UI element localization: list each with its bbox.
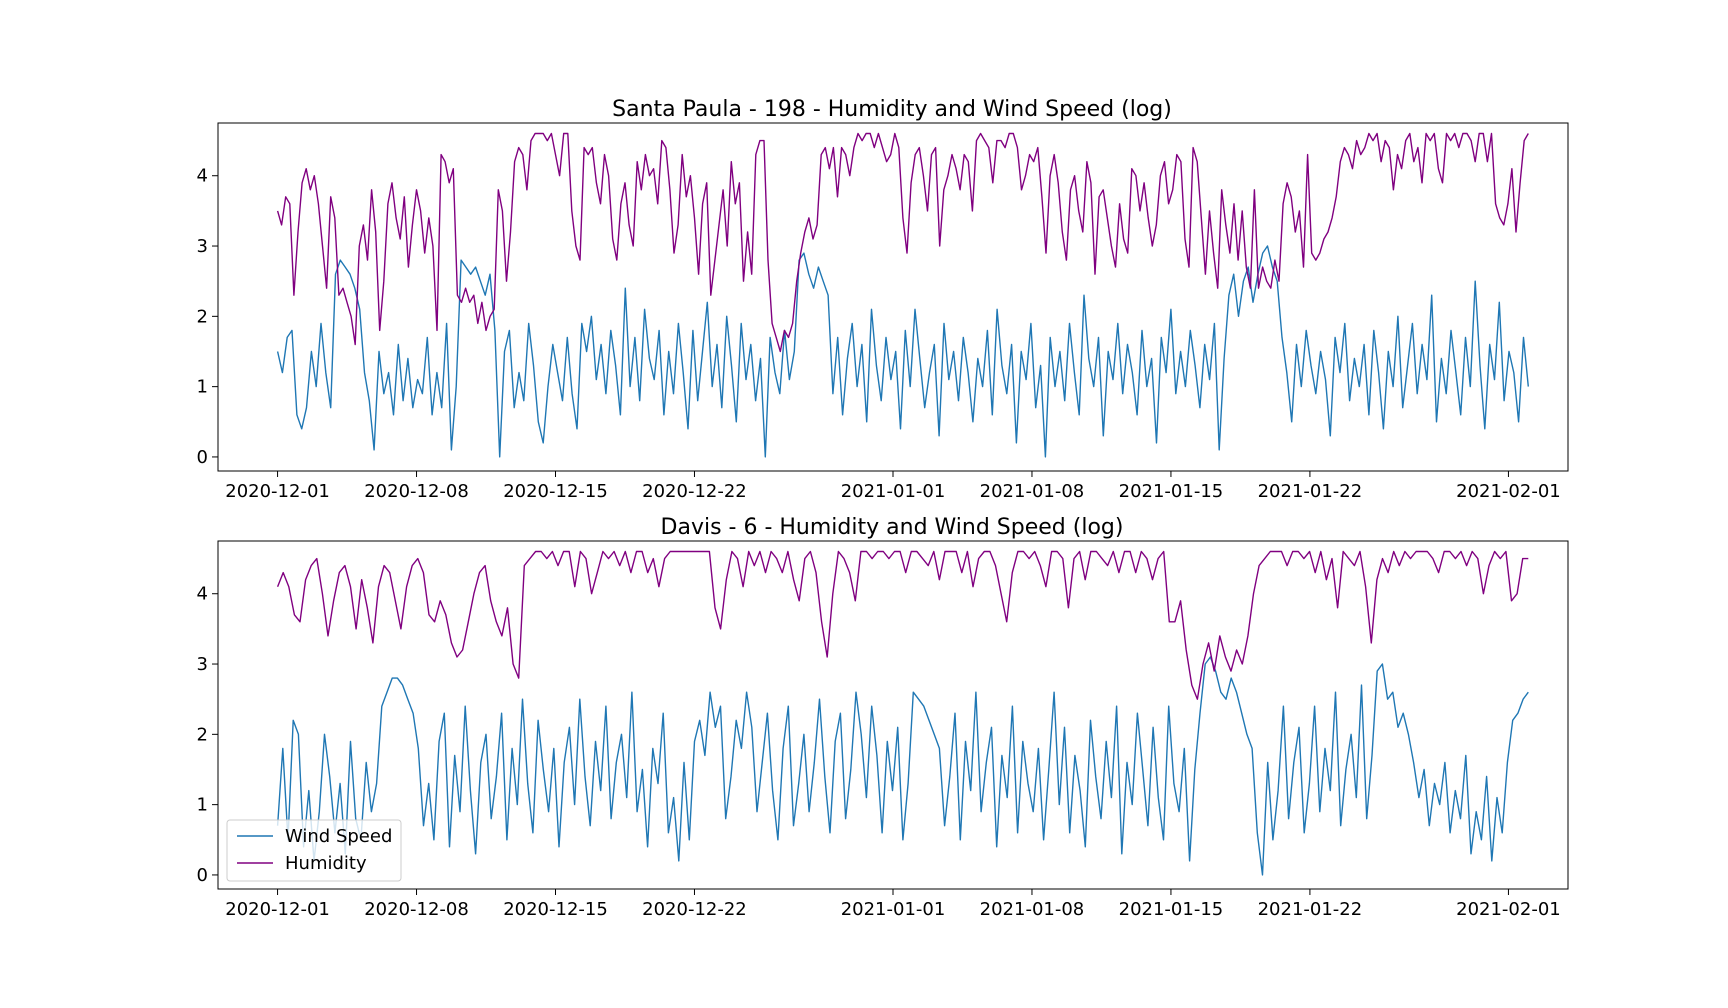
- x-tick-label: 2020-12-01: [225, 481, 330, 502]
- y-tick-label: 1: [197, 795, 208, 816]
- y-tick-label: 3: [197, 654, 208, 675]
- x-tick-label: 2020-12-22: [642, 481, 747, 502]
- y-tick-label: 2: [197, 724, 208, 745]
- x-tick-label: 2020-12-08: [364, 481, 469, 502]
- y-tick-label: 4: [197, 166, 208, 187]
- chart-title: Davis - 6 - Humidity and Wind Speed (log…: [661, 515, 1124, 540]
- y-axis: 0 1 2 3 4: [197, 584, 218, 886]
- legend: Wind Speed Humidity: [226, 819, 402, 882]
- chart-title: Santa Paula - 198 - Humidity and Wind Sp…: [612, 97, 1172, 122]
- series-layer: [276, 132, 1529, 458]
- y-tick-label: 0: [197, 865, 208, 886]
- x-tick-label: 2021-01-01: [841, 481, 946, 502]
- x-tick-label: 2021-02-01: [1456, 899, 1561, 920]
- x-tick-label: 2021-01-08: [980, 899, 1085, 920]
- x-tick-label: 2021-01-22: [1258, 899, 1363, 920]
- x-tick-label: 2020-12-01: [225, 899, 330, 920]
- plot-area-frame: [217, 122, 1569, 472]
- x-tick-label: 2021-01-15: [1119, 899, 1224, 920]
- series-line-humidity: [276, 132, 1529, 353]
- x-tick-label: 2021-01-01: [841, 899, 946, 920]
- chart-santa-paula: Santa Paula - 198 - Humidity and Wind Sp…: [197, 97, 1569, 502]
- x-tick-label: 2020-12-15: [503, 899, 608, 920]
- y-tick-label: 0: [197, 447, 208, 468]
- x-tick-label: 2020-12-15: [503, 481, 608, 502]
- series-line-wind-speed: [276, 656, 1529, 876]
- legend-label-wind-speed: Wind Speed: [285, 826, 392, 847]
- x-tick-label: 2021-02-01: [1456, 481, 1561, 502]
- y-tick-label: 2: [197, 306, 208, 327]
- series-line-wind-speed: [276, 245, 1529, 458]
- x-axis: 2020-12-01 2020-12-08 2020-12-15 2020-12-22…: [225, 471, 1561, 502]
- x-tick-label: 2020-12-08: [364, 899, 469, 920]
- series-line-humidity: [276, 550, 1529, 700]
- x-tick-label: 2021-01-15: [1119, 481, 1224, 502]
- x-axis: 2020-12-01 2020-12-08 2020-12-15 2020-12-22…: [225, 889, 1561, 920]
- chart-davis: Davis - 6 - Humidity and Wind Speed (log…: [197, 515, 1569, 920]
- x-tick-label: 2021-01-08: [980, 481, 1085, 502]
- y-axis: 0 1 2 3 4: [197, 166, 218, 468]
- x-tick-label: 2020-12-22: [642, 899, 747, 920]
- y-tick-label: 1: [197, 377, 208, 398]
- series-layer: [276, 550, 1529, 876]
- plot-area-frame: [217, 540, 1569, 890]
- y-tick-label: 4: [197, 584, 208, 605]
- legend-label-humidity: Humidity: [285, 853, 367, 874]
- y-tick-label: 3: [197, 236, 208, 257]
- x-tick-label: 2021-01-22: [1258, 481, 1363, 502]
